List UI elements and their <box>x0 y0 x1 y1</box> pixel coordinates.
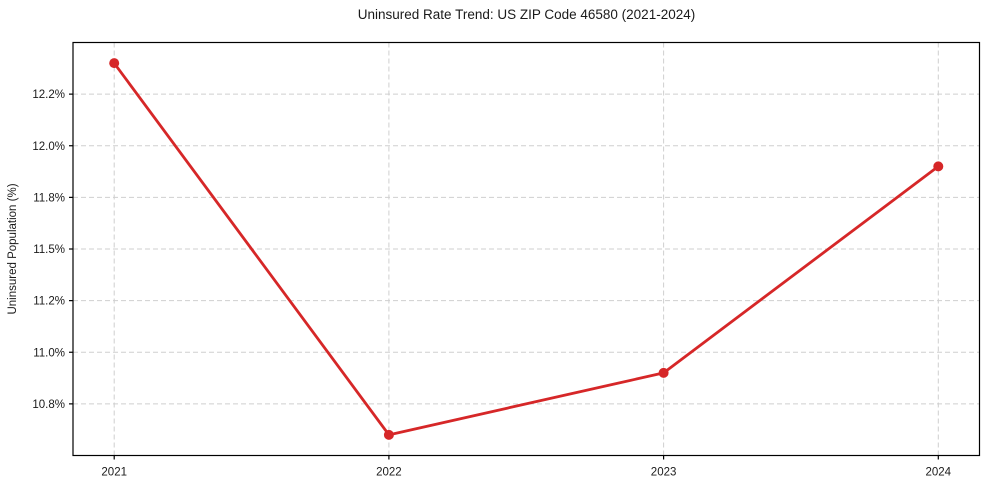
y-tick-label: 12.0% <box>32 141 65 153</box>
x-tick-label: 2024 <box>925 467 951 479</box>
x-tick-label: 2021 <box>101 467 127 479</box>
data-point-marker <box>658 367 669 378</box>
y-tick-label: 12.2% <box>32 89 65 101</box>
x-tick-label: 2023 <box>651 467 677 479</box>
y-tick-label: 11.8% <box>33 192 65 204</box>
data-point-marker <box>109 58 120 69</box>
y-tick-label: 11.5% <box>33 244 65 256</box>
y-tick-label: 10.8% <box>32 399 65 411</box>
trend-line <box>112 61 940 437</box>
chart-title: Uninsured Rate Trend: US ZIP Code 46580 … <box>357 7 696 22</box>
x-tick-label: 2022 <box>376 467 402 479</box>
data-point-marker <box>383 429 394 440</box>
y-tick-label: 11.2% <box>33 296 65 308</box>
y-tick-label: 11.0% <box>33 347 65 359</box>
data-point-marker <box>933 161 944 172</box>
